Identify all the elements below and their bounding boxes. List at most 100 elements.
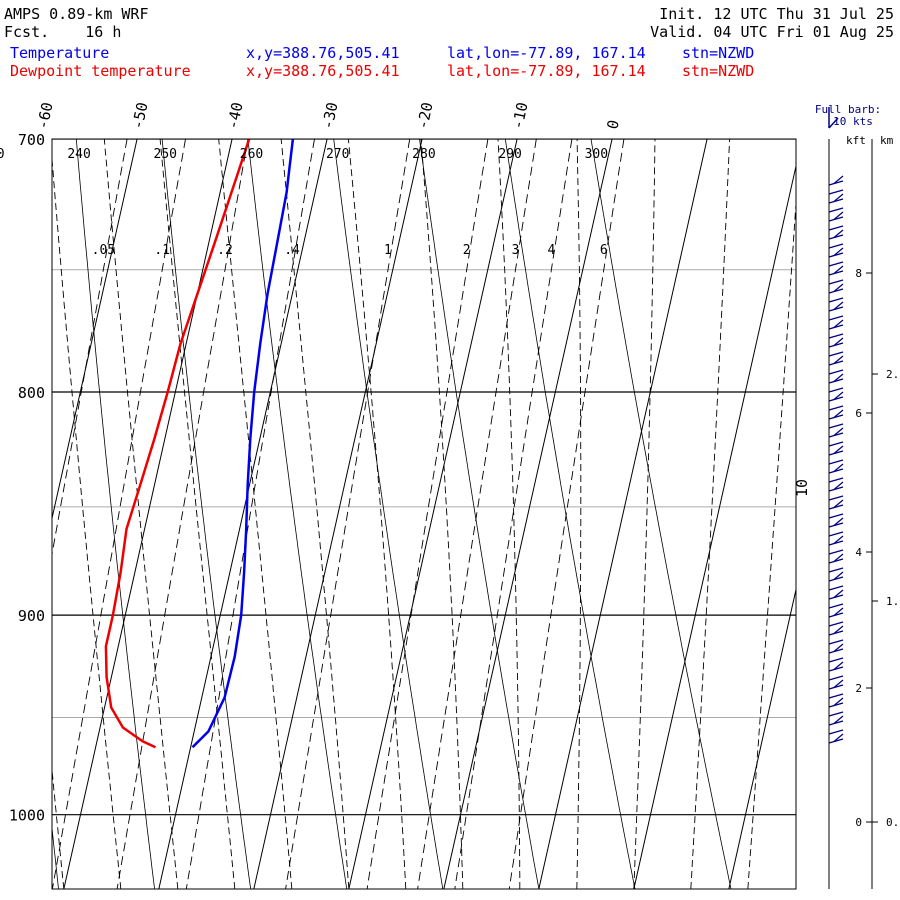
temperature-tick-label: -30: [318, 101, 341, 131]
mixing-ratio-line: [366, 139, 489, 889]
temperature-line: [191, 139, 295, 749]
dry-adiabat-label: 290: [498, 147, 521, 162]
wind-scale-title: Full barb:: [815, 103, 881, 116]
kft-tick-label: 6: [855, 407, 862, 420]
moist-adiabat-lines: [52, 139, 796, 889]
wind-barb: [828, 499, 844, 510]
wind-barb: [828, 513, 844, 519]
wind-barb: [828, 387, 844, 393]
dry-adiabat-label: 240: [67, 147, 90, 162]
legend-dewpoint-latlon: lat,lon=-77.89, 167.14: [447, 62, 646, 80]
dry-adiabat-label: 280: [412, 147, 435, 162]
mixing-ratio-lines: [52, 139, 625, 889]
wind-barb: [828, 535, 844, 546]
wind-barb: [828, 265, 844, 276]
moist-adiabat: [633, 139, 656, 889]
dry-adiabat-label: 250: [154, 147, 177, 162]
moist-adiabat: [52, 766, 65, 889]
isotherm: [52, 139, 138, 521]
wind-barb: [828, 481, 844, 492]
dry-adiabat: [504, 139, 636, 889]
wind-barb: [828, 175, 844, 186]
dry-adiabat: [52, 824, 59, 889]
wind-barb: [828, 355, 844, 366]
wind-barb: [828, 283, 844, 294]
isotherm: [633, 163, 796, 889]
isotherm: [253, 139, 423, 889]
moist-adiabat: [690, 139, 731, 889]
legend-temperature-latlon: lat,lon=-77.89, 167.14: [447, 44, 646, 62]
mixing-ratio-label: 3: [512, 243, 520, 258]
wind-barb: [828, 715, 844, 726]
wind-barb: [828, 697, 844, 708]
mixing-ratio-line: [508, 139, 625, 889]
kft-label: kft: [846, 134, 866, 147]
legend-dewpoint-stn: stn=NZWD: [682, 62, 755, 80]
wind-barb: [828, 351, 844, 357]
mixing-ratio-label: .1: [154, 243, 170, 258]
wind-barb: [828, 409, 844, 420]
wind-barbs: [828, 175, 844, 744]
moist-adiabat: [52, 153, 122, 889]
wind-barb: [828, 369, 844, 375]
wind-barb: [828, 531, 844, 537]
temperature-tick-label: -40: [223, 101, 246, 131]
pressure-label: 1000: [9, 807, 45, 825]
moist-adiabat: [159, 139, 236, 889]
wind-barb: [828, 477, 844, 483]
km-tick-label: 0.: [886, 816, 899, 829]
wind-barb: [828, 643, 844, 654]
mixing-ratio-label: 1: [384, 243, 392, 258]
wind-barb: [828, 297, 844, 303]
wind-barb: [828, 589, 844, 600]
wind-barb: [828, 337, 844, 348]
valid-time: Valid. 04 UTC Fri 01 Aug 25: [650, 23, 894, 41]
full-barb-example: [828, 107, 839, 129]
wind-barb: [828, 243, 844, 249]
kft-tick-label: 2: [855, 682, 862, 695]
wind-barb: [828, 229, 844, 240]
dry-adiabat-lines: [52, 139, 732, 889]
model-title: AMPS 0.89-km WRF: [4, 5, 149, 23]
legend-temperature-label: Temperature: [10, 44, 110, 62]
wind-barb: [828, 679, 844, 690]
wind-barb: [828, 463, 844, 474]
pressure-label: 700: [18, 131, 45, 149]
wind-barb: [828, 571, 844, 582]
wind-barb: [828, 225, 844, 231]
temperature-tick-label: 0: [603, 118, 622, 131]
mixing-ratio-line: [285, 139, 411, 889]
pressure-label: 800: [18, 384, 45, 402]
wind-barb: [828, 459, 844, 465]
moist-adiabat: [103, 139, 179, 889]
temperature-tick-label: -10: [508, 101, 531, 131]
dry-adiabat: [247, 139, 348, 889]
wind-scale-subtitle: 10 kts: [833, 115, 873, 128]
mixing-ratio-label: .05: [92, 243, 115, 258]
isotherm: [63, 139, 233, 889]
km-tick-label: 2.: [886, 368, 899, 381]
moist-adiabat: [747, 196, 796, 889]
isotherm: [348, 139, 518, 889]
temperature-tick-label: -20: [413, 101, 436, 131]
legend-temperature-xy: x,y=388.76,505.41: [246, 44, 400, 62]
temperature-axis-labels: -70-60-50-40-30-20-100: [33, 101, 622, 131]
mixing-ratio-line: [417, 139, 537, 889]
km-tick-label: 1.: [886, 595, 899, 608]
wind-barb: [828, 445, 844, 456]
wind-barb: [828, 315, 844, 321]
wind-barb: [828, 193, 844, 204]
mixing-ratio-labels: .05 .1 .2 .4 1 2 3 4 6: [92, 243, 608, 258]
init-time: Init. 12 UTC Thu 31 Jul 25: [659, 5, 894, 23]
isotherm: [824, 139, 900, 889]
wind-barb: [828, 567, 844, 573]
isotherm: [443, 139, 613, 889]
wind-barb: [828, 607, 844, 618]
height-axis-ticks: 0 2 4 6 8 0. 1. 2.: [855, 267, 899, 829]
dry-adiabat-label: 270: [326, 147, 349, 162]
km-label: km: [880, 134, 894, 147]
isotherm: [538, 139, 708, 889]
wind-barb: [828, 391, 844, 402]
wind-barb: [828, 675, 844, 681]
